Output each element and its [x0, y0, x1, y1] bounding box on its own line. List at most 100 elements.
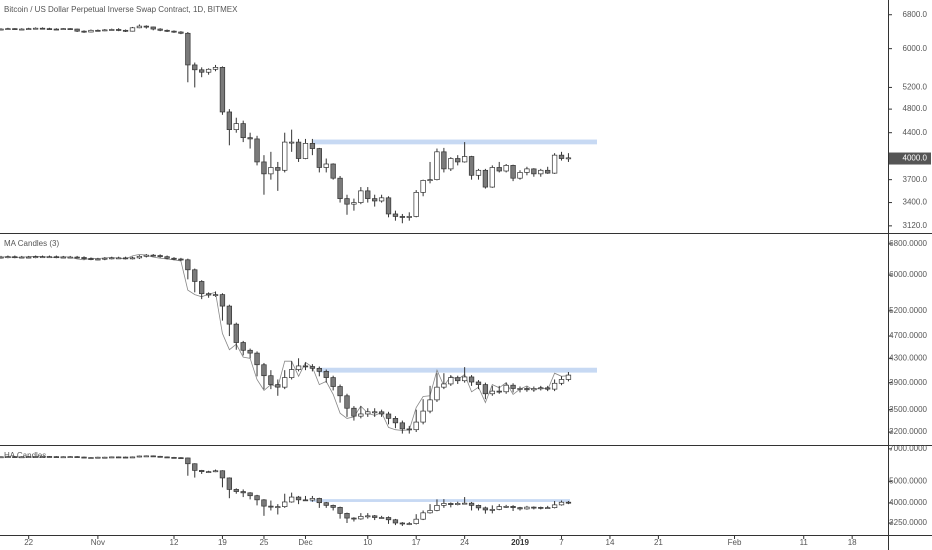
candle-body	[268, 167, 274, 175]
candle-body	[503, 384, 509, 393]
candle-body	[434, 151, 440, 180]
candle-body	[475, 505, 482, 509]
y-tick-label: 4400.0	[903, 128, 928, 137]
candle-body	[26, 28, 32, 30]
x-tick-label: 2019	[511, 538, 529, 547]
candle-body	[413, 518, 419, 524]
candle-body	[545, 387, 551, 390]
candle-body	[406, 216, 412, 218]
candle-body	[129, 456, 136, 459]
candle-body	[254, 138, 260, 163]
candle-body	[531, 506, 537, 509]
candle-body	[372, 515, 378, 518]
candle-body	[185, 32, 191, 66]
candle-body	[510, 165, 516, 179]
candle-body	[122, 257, 129, 260]
candle-body	[503, 165, 509, 172]
candle-body	[95, 258, 101, 261]
candle-body	[392, 213, 399, 217]
candle-body	[261, 161, 267, 175]
candle-body	[268, 505, 274, 508]
candle-body	[226, 305, 233, 325]
candle-body	[461, 156, 468, 163]
candle-body	[212, 66, 219, 70]
candle-body	[5, 28, 11, 30]
pane-title: HA Candles	[4, 451, 46, 460]
candle-body	[275, 384, 281, 388]
candle-body	[330, 505, 336, 508]
candle-body	[261, 499, 267, 507]
candle-body	[295, 496, 302, 501]
x-tick-label: Feb	[728, 538, 742, 547]
candle-body	[60, 28, 66, 30]
y-tick-label: 6800.0000	[889, 239, 927, 248]
candle-body	[551, 154, 558, 174]
candle-body	[558, 379, 565, 384]
candle-body	[302, 499, 309, 502]
candle-body	[233, 323, 239, 343]
candle-body	[26, 256, 32, 259]
candle-body	[468, 156, 475, 176]
candle-body	[372, 411, 378, 414]
candle-body	[219, 294, 226, 307]
candle-body	[468, 502, 475, 506]
candle-body	[88, 258, 94, 260]
candle-body	[558, 154, 565, 159]
candle-body	[420, 180, 426, 193]
candle-body	[219, 470, 226, 479]
candle-body	[475, 169, 482, 176]
candle-body	[282, 501, 288, 507]
candle-body	[538, 507, 544, 509]
candle-body	[88, 29, 94, 33]
x-tick-label: 21	[654, 538, 663, 547]
candle-body	[67, 456, 73, 458]
candle-body	[74, 28, 80, 32]
candle-body	[468, 376, 475, 383]
candle-body	[88, 457, 94, 459]
candle-body	[551, 504, 558, 508]
candle-body	[26, 456, 32, 458]
candle-body	[337, 386, 343, 397]
candle-body	[482, 169, 489, 188]
candle-body	[316, 498, 322, 504]
candle-body	[295, 141, 302, 159]
candle-body	[358, 190, 364, 203]
candle-body	[19, 256, 25, 259]
x-tick-label: 10	[363, 538, 372, 547]
candle-body	[302, 365, 309, 368]
candle-body	[302, 143, 309, 159]
y-tick-label: 3120.0	[903, 221, 928, 230]
candle-body	[143, 455, 149, 458]
candle-body	[60, 456, 66, 459]
candle-body	[233, 123, 239, 130]
candle-body	[247, 492, 253, 497]
candle-body	[344, 198, 350, 205]
y-tick-label: 6800.0	[903, 10, 928, 19]
candle-body	[441, 383, 447, 388]
candle-body	[427, 399, 433, 412]
candle-body	[434, 386, 440, 401]
candle-body	[199, 281, 205, 295]
candle-body	[309, 143, 316, 149]
candle-body	[330, 377, 336, 387]
candle-body	[226, 111, 233, 130]
candle-body	[392, 519, 399, 524]
candle-body	[81, 456, 87, 459]
candle-body	[316, 148, 322, 168]
pane-title: Bitcoin / US Dollar Perpetual Inverse Sw…	[4, 5, 238, 14]
candle-body	[344, 513, 350, 519]
candle-body	[413, 421, 419, 431]
candle-body	[136, 455, 143, 458]
candle-body	[226, 477, 233, 490]
candle-body	[295, 365, 302, 370]
candle-body	[351, 407, 357, 417]
candle-body	[489, 509, 495, 511]
candle-body	[358, 516, 364, 520]
candle-body	[489, 167, 495, 188]
candle-body	[109, 456, 115, 459]
candle-body	[60, 256, 66, 259]
candle-body	[67, 256, 73, 259]
candle-body	[288, 141, 295, 144]
y-tick-label: 4700.0000	[889, 331, 927, 340]
candle-body	[115, 456, 122, 459]
